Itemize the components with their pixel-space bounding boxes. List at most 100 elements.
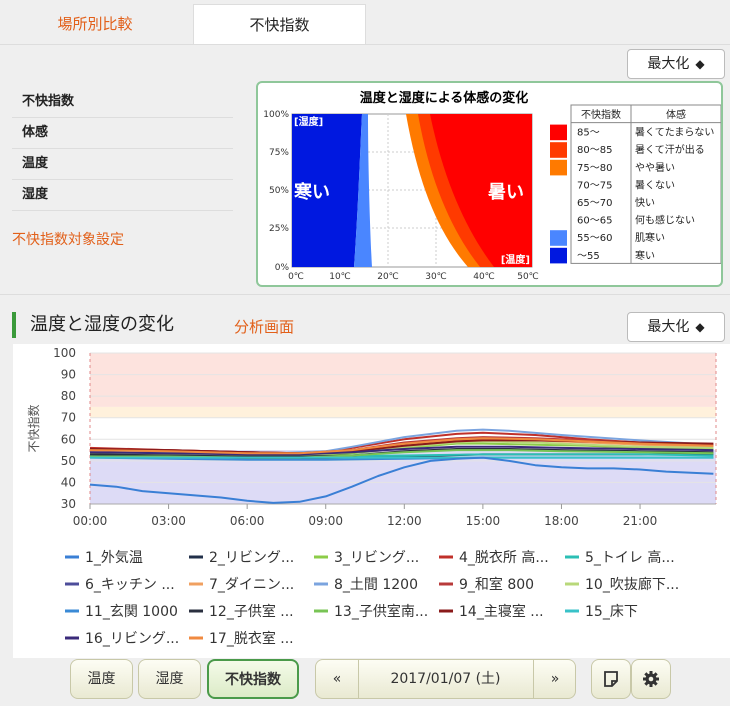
legend-range: 70～75: [577, 180, 612, 191]
series-line: [89, 445, 714, 456]
diagram-y-tick: 75%: [269, 148, 289, 158]
diagram-x-tick: 20℃: [377, 272, 399, 282]
legend-range: 75～80: [577, 163, 612, 174]
diagram-x-tick: 10℃: [329, 272, 351, 282]
humidity-corner-label: [湿度]: [294, 115, 323, 128]
diagram-x-tick: 0℃: [288, 272, 304, 282]
legend-range: 65～70: [577, 198, 612, 209]
legend-range: 85～: [577, 128, 600, 139]
gear-icon: [643, 671, 659, 687]
legend-item[interactable]: 10_吹抜廊下...: [585, 576, 679, 593]
comfort-band: [90, 406, 716, 418]
discomfort-button[interactable]: 不快指数: [207, 659, 299, 699]
maximize-button[interactable]: 最大化 ◆: [627, 49, 725, 79]
legend-swatch: [550, 124, 567, 141]
diagram-x-tick: 50℃: [517, 272, 539, 282]
comfort-diagram: 温度と湿度による体感の変化 [湿度] [温度] 寒い 暑い 100% 75% 5…: [263, 90, 721, 282]
cold-zone: [292, 114, 362, 267]
legend-item[interactable]: 6_キッチン ...: [85, 577, 175, 593]
legend-swatch: [550, 142, 567, 158]
tab-discomfort-index[interactable]: 不快指数: [193, 4, 366, 44]
item-list: 不快指数 体感 温度 湿度: [12, 87, 233, 211]
list-item-humidity[interactable]: 湿度: [12, 180, 233, 211]
date-display[interactable]: 2017/01/07 (土): [390, 671, 501, 687]
hot-label: 暑い: [488, 182, 524, 203]
x-tick-label: 12:00: [387, 514, 422, 528]
legend-header: 不快指数: [581, 108, 621, 121]
legend-item[interactable]: 2_リビング...: [209, 550, 294, 566]
maximize-label: 最大化: [647, 319, 690, 335]
note-button[interactable]: [591, 659, 631, 699]
list-item-discomfort[interactable]: 不快指数: [12, 87, 233, 118]
legend-item[interactable]: 1_外気温: [85, 550, 143, 566]
legend-item[interactable]: 12_子供室 ...: [209, 603, 294, 620]
diagram-y-tick: 100%: [263, 110, 289, 120]
legend-item[interactable]: 13_子供室南...: [334, 603, 428, 620]
legend-item[interactable]: 4_脱衣所 高...: [459, 549, 549, 566]
very-hot-zone: [430, 114, 532, 267]
series-line: [89, 440, 714, 457]
settings-button[interactable]: [631, 659, 671, 699]
legend-item[interactable]: 17_脱衣室 ...: [209, 630, 294, 647]
legend-item[interactable]: 5_トイレ 高...: [585, 549, 675, 566]
x-tick-label: 03:00: [151, 514, 186, 528]
legend-item[interactable]: 7_ダイニン...: [209, 577, 294, 593]
temperature-button[interactable]: 温度: [70, 659, 133, 699]
chart-maximize-button[interactable]: 最大化 ◆: [627, 312, 725, 342]
legend-item[interactable]: 14_主寝室 ...: [459, 603, 544, 620]
discomfort-line-chart: 100 90 80 70 60 50 40 30 00:00 03:00 06:00 09:00 12:…: [26, 346, 717, 647]
list-item-temperature[interactable]: 温度: [12, 149, 233, 180]
legend-range: 55～60: [577, 233, 612, 244]
legend-feel: 寒い: [635, 249, 655, 262]
y-tick-label: 60: [61, 432, 76, 446]
analysis-link[interactable]: 分析画面: [234, 318, 295, 336]
comfort-legend-table: 不快指数 体感 85～ 暑くてたまらない 80～85 暑くて汗が出る 75～80 やや暑い 70…: [550, 104, 721, 264]
section-title: 温度と湿度の変化: [12, 312, 174, 338]
x-tick-label: 21:00: [623, 514, 658, 528]
y-axis-label: 不快指数: [26, 404, 41, 452]
legend-item[interactable]: 16_リビング...: [85, 631, 179, 647]
x-tick-label: 18:00: [544, 514, 579, 528]
discomfort-info-panel: 温度と湿度による体感の変化 [湿度] [温度] 寒い 暑い 100% 75% 5…: [256, 81, 723, 287]
diagram-x-ticks: 0℃ 10℃ 20℃ 30℃ 40℃ 50℃: [288, 272, 539, 282]
y-tick-label: 70: [61, 411, 76, 425]
chilly-zone: [354, 114, 372, 267]
y-tick-label: 30: [61, 497, 76, 511]
y-tick-label: 40: [61, 475, 76, 489]
series-line: [89, 437, 714, 455]
legend-feel: やや暑い: [635, 162, 675, 174]
legend-item[interactable]: 9_和室 800: [459, 576, 534, 593]
diagram-title: 温度と湿度による体感の変化: [360, 90, 529, 106]
legend-swatch: [550, 230, 567, 246]
diagram-y-tick: 0%: [275, 263, 290, 273]
next-day-button[interactable]: »: [533, 660, 576, 698]
y-tick-label: 80: [61, 389, 76, 403]
tab-location-comparison[interactable]: 場所別比較: [57, 15, 133, 33]
temperature-corner-label: [温度]: [501, 253, 530, 266]
note-icon: [604, 671, 618, 687]
discomfort-setting-link[interactable]: 不快指数対象設定: [12, 232, 124, 248]
y-tick-label: 90: [61, 368, 76, 382]
legend-range: 60～65: [577, 216, 612, 227]
comfort-band: [90, 353, 716, 407]
legend-item[interactable]: 8_土間 1200: [334, 577, 418, 593]
legend-swatch: [550, 247, 567, 264]
diagram-y-tick: 25%: [269, 224, 289, 234]
list-item-feel[interactable]: 体感: [12, 118, 233, 149]
legend-item[interactable]: 11_玄関 1000: [85, 603, 178, 620]
date-navigator: « 2017/01/07 (土) »: [315, 659, 576, 699]
humidity-button[interactable]: 湿度: [138, 659, 201, 699]
diamond-icon: ◆: [695, 320, 705, 334]
x-tick-label: 06:00: [230, 514, 265, 528]
legend-item[interactable]: 3_リビング...: [334, 550, 419, 566]
legend-feel: 暑くない: [635, 179, 675, 191]
series-line: [89, 456, 714, 504]
legend-feel: 暑くてたまらない: [635, 127, 714, 139]
y-tick-label: 100: [53, 346, 76, 360]
legend-item[interactable]: 15_床下: [585, 604, 638, 620]
x-tick-label: 00:00: [73, 514, 108, 528]
legend-header: 体感: [666, 108, 686, 121]
legend-feel: 肌寒い: [635, 231, 665, 244]
legend-feel: 暑くて汗が出る: [635, 143, 705, 156]
prev-day-button[interactable]: «: [316, 660, 359, 698]
